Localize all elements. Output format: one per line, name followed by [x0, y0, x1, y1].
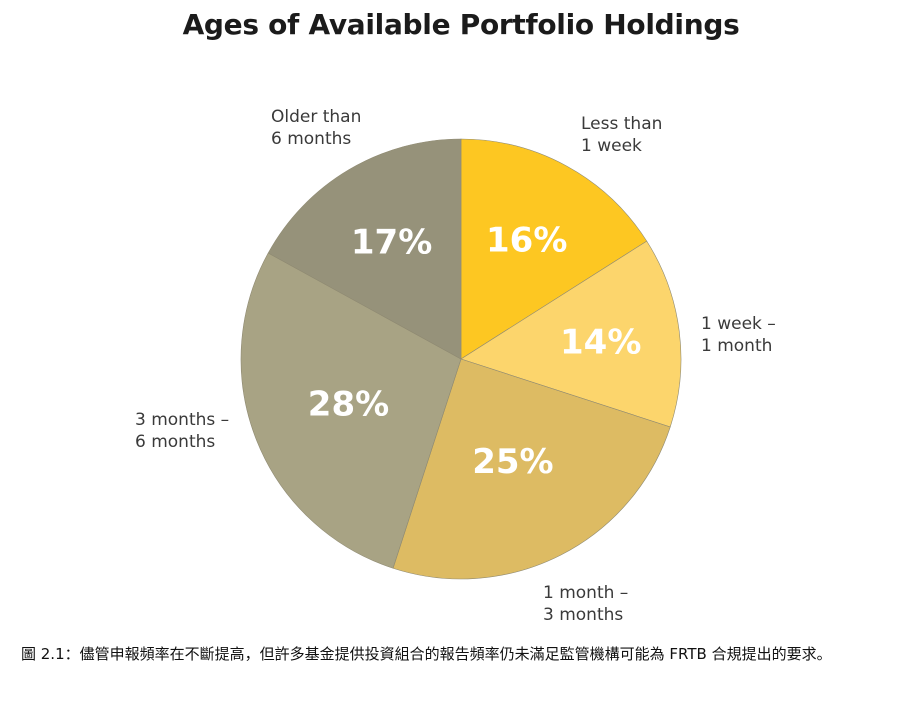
category-label-line: 6 months	[271, 129, 351, 149]
pct-label-1-month-3-months: 25%	[472, 442, 553, 482]
category-label-line: 1 month –	[543, 583, 628, 603]
pie-slice-1-week-1-month	[460, 240, 682, 428]
pct-label-less-than-1-week: 16%	[486, 221, 567, 261]
category-label-line: 1 month	[701, 336, 772, 356]
category-label-1-month-3-months: 1 month –3 months	[543, 583, 628, 625]
pct-label-older-than-6-months: 17%	[351, 223, 432, 263]
pie-slice-older-than-6-months	[267, 138, 462, 360]
percentage-labels: 16% 14% 25% 28% 17%	[308, 221, 642, 482]
category-label-line: 6 months	[135, 432, 215, 452]
category-label-1-week-1-month: 1 week –1 month	[701, 314, 776, 356]
pie-slice-less-than-1-week	[460, 138, 648, 360]
category-label-3-months-6-months: 3 months –6 months	[135, 410, 229, 452]
category-label-line: 3 months	[543, 605, 623, 625]
pie-slice-3-months-6-months	[240, 252, 462, 569]
pie-slice-1-month-3-months	[392, 358, 671, 580]
category-label-line: 1 week –	[701, 314, 776, 334]
category-label-less-than-1-week: Less than 1 week	[581, 114, 662, 156]
category-label-older-than-6-months: Older than 6 months	[271, 107, 361, 149]
category-label-line: 3 months –	[135, 410, 229, 430]
chart-title: Ages of Available Portfolio Holdings	[182, 8, 740, 41]
category-label-line: Less than	[581, 114, 662, 134]
pct-label-3-months-6-months: 28%	[308, 385, 389, 425]
category-label-line: 1 week	[581, 136, 642, 156]
figure-caption: 圖 2.1：儘管申報頻率在不斷提高，但許多基金提供投資組合的報告頻率仍未滿足監管…	[21, 645, 832, 663]
pct-label-1-week-1-month: 14%	[560, 322, 641, 362]
category-label-line: Older than	[271, 107, 361, 127]
pie-slices	[240, 138, 682, 580]
